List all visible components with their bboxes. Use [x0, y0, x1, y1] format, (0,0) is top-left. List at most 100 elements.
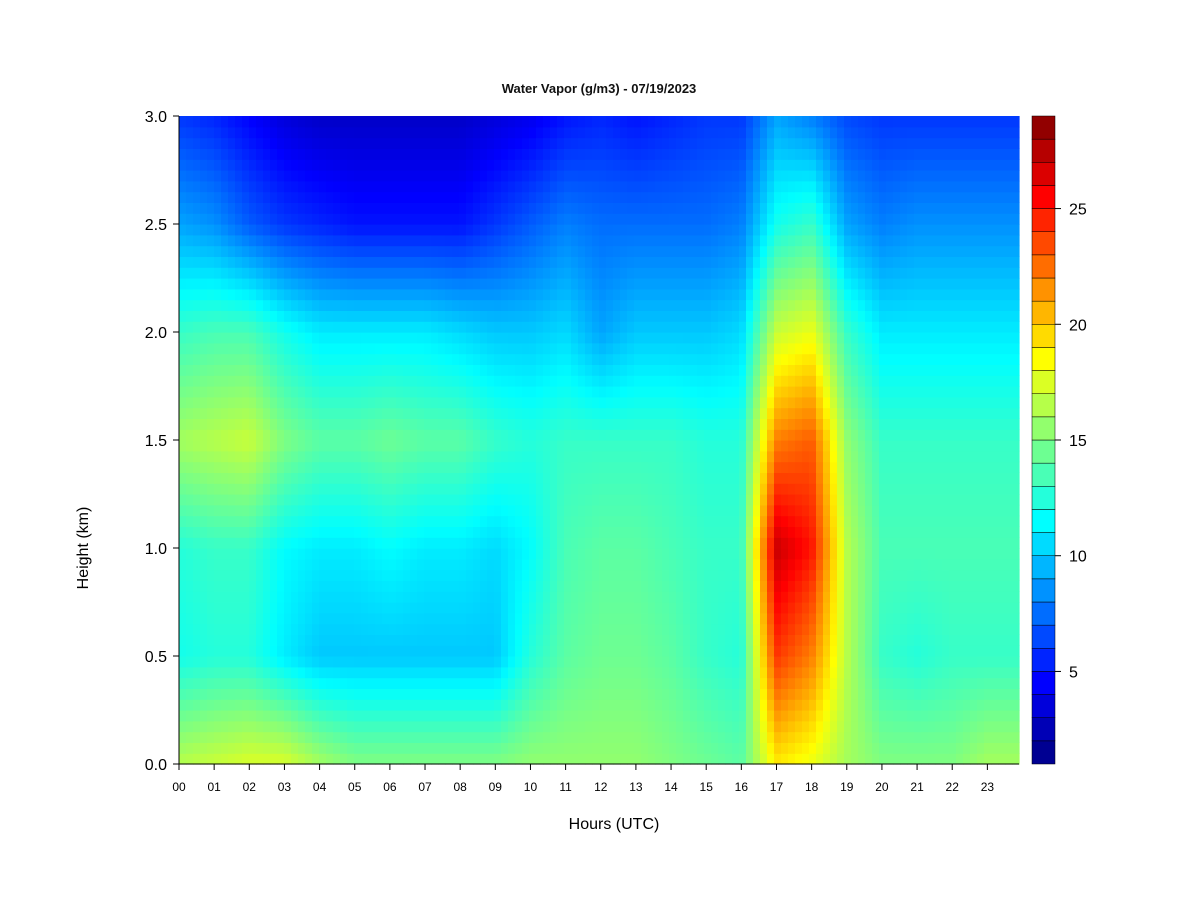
- heatmap-cell: [627, 645, 635, 657]
- heatmap-cell: [466, 504, 474, 517]
- heatmap-cell: [480, 234, 488, 247]
- heatmap-cell: [235, 191, 243, 203]
- heatmap-cell: [298, 483, 306, 495]
- heatmap-cell: [501, 515, 509, 527]
- heatmap-cell: [431, 148, 439, 160]
- heatmap-cell: [242, 278, 250, 290]
- heatmap-cell: [746, 688, 754, 700]
- heatmap-cell: [235, 148, 243, 160]
- heatmap-cell: [354, 267, 362, 279]
- heatmap-cell: [186, 753, 194, 765]
- heatmap-cell: [466, 342, 474, 355]
- heatmap-cell: [193, 515, 201, 527]
- heatmap-cell: [697, 288, 705, 301]
- heatmap-cell: [263, 623, 271, 635]
- heatmap-cell: [347, 699, 355, 711]
- heatmap-cell: [270, 321, 278, 333]
- heatmap-cell: [494, 170, 502, 182]
- heatmap-cell: [382, 396, 390, 409]
- heatmap-cell: [200, 645, 208, 657]
- heatmap-cell: [543, 548, 551, 560]
- heatmap-cell: [326, 504, 334, 517]
- heatmap-cell: [550, 440, 558, 452]
- heatmap-cell: [550, 656, 558, 668]
- heatmap-cell: [501, 321, 509, 333]
- heatmap-cell: [571, 191, 579, 203]
- heatmap-cell: [578, 450, 586, 463]
- heatmap-cell: [494, 742, 502, 754]
- heatmap-cell: [508, 342, 516, 355]
- heatmap-cell: [606, 191, 614, 203]
- heatmap-cell: [592, 180, 600, 193]
- heatmap-cell: [235, 591, 243, 603]
- heatmap-cell: [508, 494, 516, 506]
- heatmap-cell: [676, 461, 684, 473]
- heatmap-cell: [466, 612, 474, 625]
- heatmap-cell: [207, 461, 215, 473]
- heatmap-cell: [473, 375, 481, 387]
- heatmap-cell: [361, 224, 369, 236]
- heatmap-cell: [739, 720, 747, 733]
- heatmap-cell: [620, 645, 628, 657]
- heatmap-cell: [403, 418, 411, 430]
- heatmap-cell: [585, 202, 593, 214]
- heatmap-cell: [256, 180, 264, 193]
- heatmap-cell: [613, 504, 621, 517]
- heatmap-cell: [382, 742, 390, 754]
- heatmap-cell: [522, 504, 530, 517]
- heatmap-cell: [445, 418, 453, 430]
- heatmap-cell: [606, 548, 614, 560]
- heatmap-cell: [746, 494, 754, 506]
- heatmap-cell: [326, 332, 334, 344]
- heatmap-cell: [634, 375, 642, 387]
- heatmap-cell: [410, 602, 418, 614]
- heatmap-cell: [690, 753, 698, 765]
- heatmap-cell: [634, 288, 642, 301]
- heatmap-cell: [200, 256, 208, 268]
- heatmap-cell: [263, 418, 271, 430]
- heatmap-cell: [578, 267, 586, 279]
- heatmap-cell: [410, 353, 418, 365]
- heatmap-cell: [627, 699, 635, 711]
- heatmap-cell: [249, 623, 257, 635]
- heatmap-cell: [452, 170, 460, 182]
- heatmap-cell: [571, 440, 579, 452]
- heatmap-cell: [354, 353, 362, 365]
- heatmap-cell: [494, 148, 502, 160]
- heatmap-cell: [739, 753, 747, 765]
- heatmap-cell: [662, 116, 670, 128]
- heatmap-cell: [732, 753, 740, 765]
- heatmap-cell: [683, 342, 691, 355]
- heatmap-cell: [256, 440, 264, 452]
- heatmap-cell: [543, 213, 551, 225]
- heatmap-cell: [424, 720, 432, 733]
- heatmap-cell: [452, 742, 460, 754]
- heatmap-cell: [466, 558, 474, 571]
- heatmap-cell: [466, 720, 474, 733]
- heatmap-cell: [277, 396, 285, 409]
- heatmap-cell: [305, 245, 313, 257]
- heatmap-cell: [263, 720, 271, 733]
- heatmap-cell: [739, 396, 747, 409]
- heatmap-cell: [235, 483, 243, 495]
- heatmap-cell: [368, 170, 376, 182]
- heatmap-cell: [431, 472, 439, 484]
- heatmap-cell: [228, 148, 236, 160]
- heatmap-cell: [452, 267, 460, 279]
- heatmap-cell: [648, 148, 656, 160]
- heatmap-cell: [522, 342, 530, 355]
- heatmap-cell: [298, 753, 306, 765]
- heatmap-cell: [382, 526, 390, 538]
- heatmap-cell: [655, 191, 663, 203]
- heatmap-cell: [347, 407, 355, 419]
- heatmap-cell: [340, 666, 348, 679]
- heatmap-cell: [193, 245, 201, 257]
- heatmap-cell: [480, 180, 488, 193]
- heatmap-cell: [627, 612, 635, 625]
- heatmap-cell: [683, 191, 691, 203]
- heatmap-cell: [375, 213, 383, 225]
- heatmap-cell: [655, 245, 663, 257]
- heatmap-cell: [599, 288, 607, 301]
- heatmap-cell: [354, 731, 362, 743]
- heatmap-cell: [375, 191, 383, 203]
